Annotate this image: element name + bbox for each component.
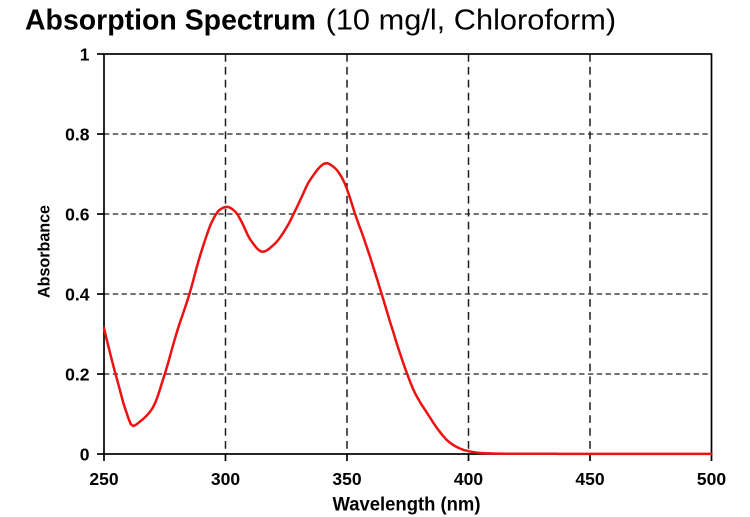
svg-text:0.6: 0.6	[65, 204, 90, 224]
svg-text:300: 300	[211, 469, 240, 489]
svg-text:0.2: 0.2	[65, 364, 90, 384]
svg-text:Absorption Spectrum: Absorption Spectrum	[25, 4, 316, 36]
svg-text:450: 450	[575, 469, 604, 489]
svg-text:400: 400	[454, 469, 483, 489]
svg-text:0.4: 0.4	[65, 284, 90, 304]
svg-text:1: 1	[80, 44, 90, 64]
svg-text:Wavelength (nm): Wavelength (nm)	[333, 495, 481, 516]
svg-text:0.8: 0.8	[65, 124, 90, 144]
svg-text:(10 mg/l, Chloroform): (10 mg/l, Chloroform)	[326, 4, 616, 36]
svg-text:0: 0	[80, 444, 90, 464]
svg-text:350: 350	[332, 469, 361, 489]
svg-text:Absorbance: Absorbance	[36, 205, 54, 298]
svg-text:250: 250	[89, 469, 118, 489]
svg-text:500: 500	[697, 469, 726, 489]
